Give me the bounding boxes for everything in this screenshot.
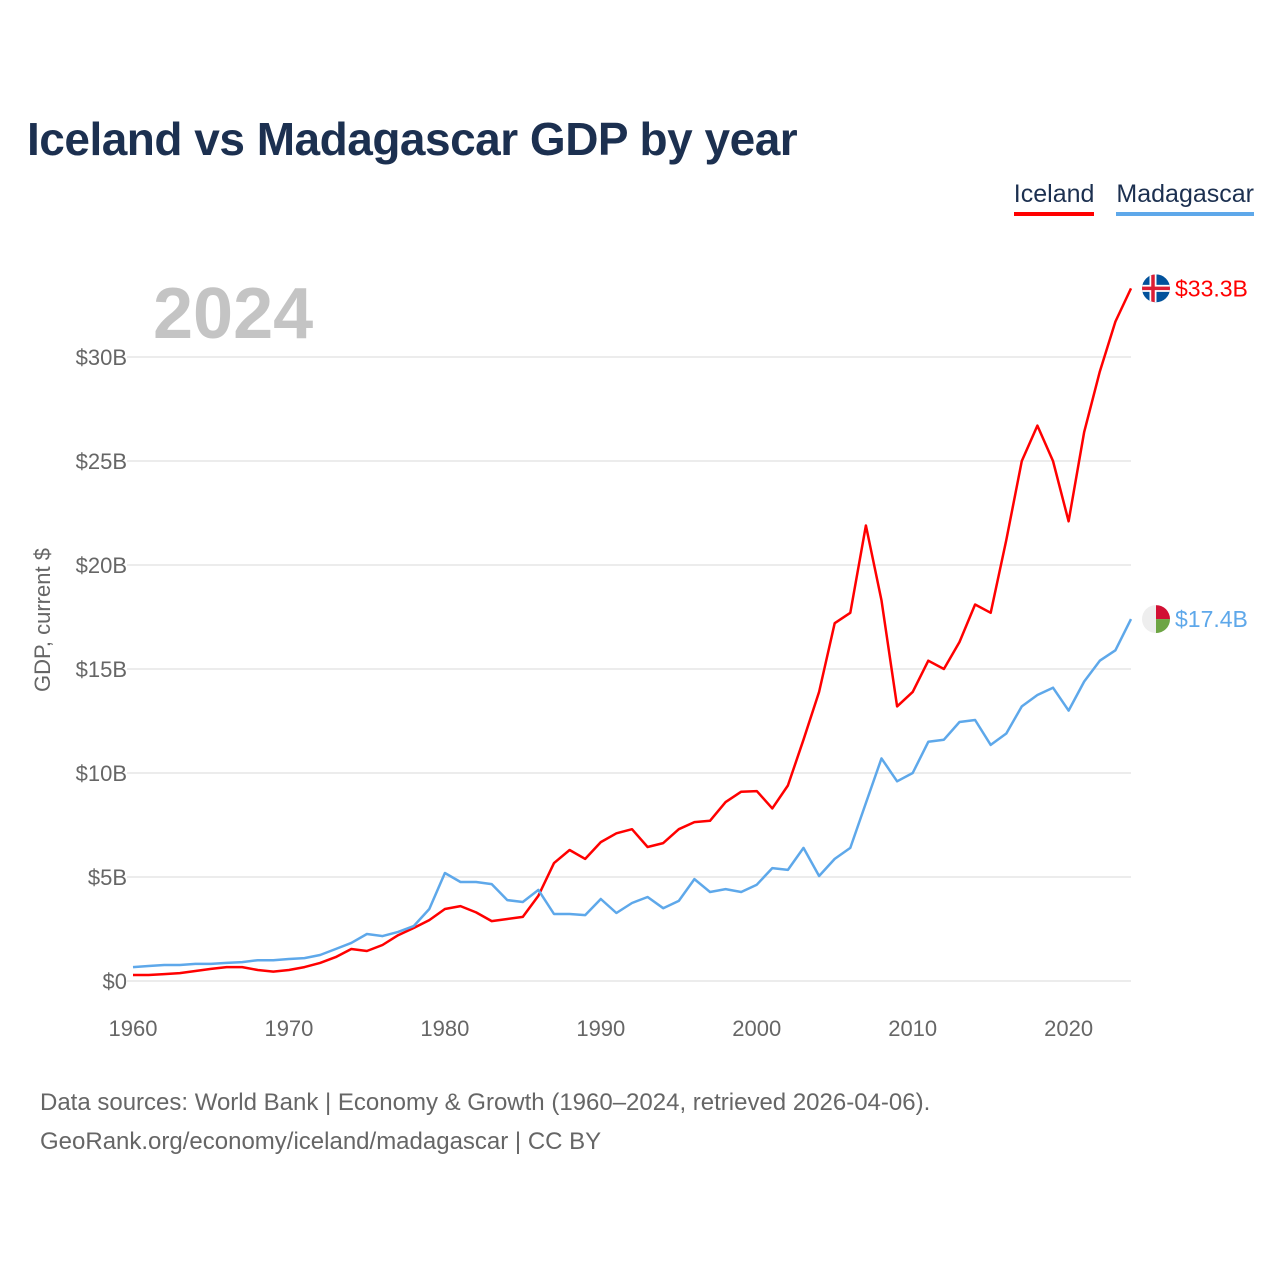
- series-line-madagascar: [132, 618, 1133, 969]
- x-tick-label: 2020: [1044, 1016, 1093, 1041]
- y-tick-label: $25B: [76, 449, 127, 474]
- y-tick-label: $10B: [76, 761, 127, 786]
- footer: Data sources: World Bank | Economy & Gro…: [40, 1083, 930, 1161]
- legend: Iceland Madagascar: [1013, 180, 1254, 216]
- year-label: 2024: [153, 274, 313, 354]
- y-tick-label: $5B: [88, 865, 127, 890]
- end-value-label-iceland: $33.3B: [1175, 275, 1248, 301]
- x-tick-label: 1990: [576, 1016, 625, 1041]
- madagascar-flag-icon: [1142, 605, 1170, 634]
- y-tick-label: $15B: [76, 657, 127, 682]
- chart-title: Iceland vs Madagascar GDP by year: [27, 113, 798, 165]
- series-line-iceland: [133, 287, 1133, 977]
- x-tick-label: 1970: [264, 1016, 313, 1041]
- y-tick-label: $0: [103, 969, 127, 994]
- legend-item-iceland[interactable]: Iceland: [1013, 180, 1095, 216]
- y-axis-label: GDP, current $: [30, 548, 55, 692]
- y-tick-label: $20B: [76, 553, 127, 578]
- y-tick-label: $30B: [76, 345, 127, 370]
- legend-item-madagascar[interactable]: Madagascar: [1116, 180, 1254, 216]
- end-value-label-madagascar: $17.4B: [1175, 606, 1248, 632]
- x-tick-label: 2010: [888, 1016, 937, 1041]
- x-tick-label: 1960: [109, 1016, 158, 1041]
- x-tick-label: 1980: [420, 1016, 469, 1041]
- x-tick-label: 2000: [732, 1016, 781, 1041]
- iceland-flag-icon: [1142, 274, 1170, 303]
- source-line: Data sources: World Bank | Economy & Gro…: [40, 1089, 931, 1116]
- attribution-line: GeoRank.org/economy/iceland/madagascar |…: [40, 1128, 602, 1155]
